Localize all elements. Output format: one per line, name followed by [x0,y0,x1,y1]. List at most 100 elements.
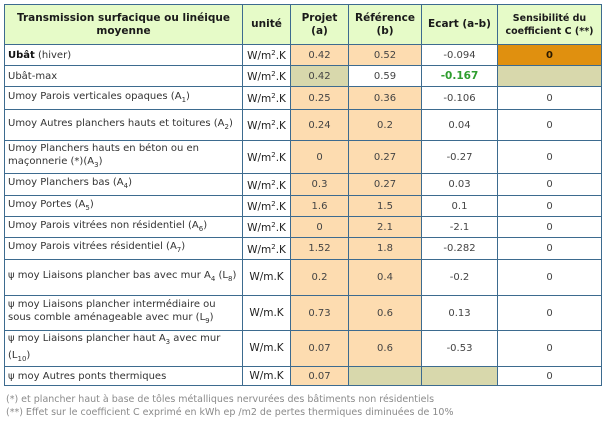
table-row: Umoy Planchers bas (A4) W/m2.K 0.3 0.27 … [4,173,602,196]
sensibilite-cell: 0 [497,44,602,66]
table-header-row: Transmission surfacique ou linéique moye… [4,4,602,45]
reference-cell: 0.59 [348,65,422,87]
projet-cell: 0.07 [290,330,349,367]
projet-cell: 0 [290,216,349,238]
reference-cell: 0.52 [348,44,422,66]
table-row: Ubât (hiver) W/m2.K 0.42 0.52 -0.094 0 [4,44,602,66]
ecart-cell: -0.106 [421,86,498,110]
header-label: Transmission surfacique ou linéique moye… [4,4,243,45]
projet-cell: 1.52 [290,237,349,260]
unit-cell: W/m.K [242,259,291,296]
table-row: Umoy Portes (A5) W/m2.K 1.6 1.5 0.1 0 [4,195,602,217]
ecart-cell: 0.03 [421,173,498,196]
sensibilite-cell: 0 [497,366,602,386]
label-text: (hiver) [34,49,72,61]
ecart-cell: 0.04 [421,109,498,141]
row-label: ψ moy Liaisons plancher intermédiaire ou… [4,295,243,331]
row-label: Umoy Parois vitrées résidentiel (A7) [4,237,243,260]
sensibilite-cell: 0 [497,195,602,217]
ecart-cell: 0.1 [421,195,498,217]
thermal-transmission-table: Transmission surfacique ou linéique moye… [4,4,602,386]
projet-cell: 0.24 [290,109,349,141]
reference-cell: 0.6 [348,295,422,331]
ecart-cell: -0.282 [421,237,498,260]
row-label: ψ moy Autres ponts thermiques [4,366,243,386]
reference-cell: 1.5 [348,195,422,217]
ecart-cell: -2.1 [421,216,498,238]
row-label: ψ moy Liaisons plancher haut A3 avec mur… [4,330,243,367]
row-label: Umoy Portes (A5) [4,195,243,217]
table-row: Umoy Planchers hauts en béton ou en maço… [4,140,602,174]
ecart-cell: 0.13 [421,295,498,331]
projet-cell: 1.6 [290,195,349,217]
table-row: ψ moy Liaisons plancher bas avec mur A4 … [4,259,602,296]
reference-cell: 2.1 [348,216,422,238]
row-label: Umoy Parois verticales opaques (A1) [4,86,243,110]
footnotes: (*) et plancher haut à base de tôles mét… [6,393,453,419]
row-label: Umoy Planchers hauts en béton ou en maço… [4,140,243,174]
table-row: ψ moy Autres ponts thermiques W/m.K 0.07… [4,366,602,386]
sensibilite-cell: 0 [497,259,602,296]
unit-cell: W/m2.K [242,65,291,87]
reference-cell: 0.27 [348,140,422,174]
projet-cell: 0.07 [290,366,349,386]
reference-cell [348,366,422,386]
row-label: Umoy Planchers bas (A4) [4,173,243,196]
table-row: ψ moy Liaisons plancher haut A3 avec mur… [4,330,602,367]
sensibilite-cell: 0 [497,109,602,141]
ecart-cell: -0.094 [421,44,498,66]
sensibilite-cell: 0 [497,173,602,196]
projet-cell: 0.25 [290,86,349,110]
ecart-cell: -0.2 [421,259,498,296]
sensibilite-cell: 0 [497,237,602,260]
sensibilite-cell [497,65,602,87]
footnote-1: (*) et plancher haut à base de tôles mét… [6,394,435,405]
unit-cell: W/m2.K [242,237,291,260]
table-row: Umoy Parois vitrées résidentiel (A7) W/m… [4,237,602,260]
sensibilite-cell: 0 [497,330,602,367]
header-unit: unité [242,4,291,45]
ecart-cell [421,366,498,386]
unit-cell: W/m2.K [242,216,291,238]
unit-cell: W/m2.K [242,109,291,141]
unit-cell: W/m2.K [242,173,291,196]
table-row: Ubât-max W/m2.K 0.42 0.59 -0.167 [4,65,602,87]
unit-cell: W/m.K [242,330,291,367]
label-bold: Ubât [8,49,35,61]
reference-cell: 1.8 [348,237,422,260]
sensibilite-cell: 0 [497,140,602,174]
ecart-cell: -0.167 [421,65,498,87]
reference-cell: 0.6 [348,330,422,367]
unit-cell: W/m2.K [242,195,291,217]
unit-cell: W/m.K [242,295,291,331]
sensibilite-cell: 0 [497,216,602,238]
unit-cell: W/m2.K [242,140,291,174]
ecart-cell: -0.27 [421,140,498,174]
reference-cell: 0.36 [348,86,422,110]
row-label: Umoy Parois vitrées non résidentiel (A6) [4,216,243,238]
ecart-cell: -0.53 [421,330,498,367]
table-row: ψ moy Liaisons plancher intermédiaire ou… [4,295,602,331]
reference-cell: 0.4 [348,259,422,296]
unit-cell: W/m2.K [242,44,291,66]
header-projet: Projet (a) [290,4,349,45]
table-row: Umoy Autres planchers hauts et toitures … [4,109,602,141]
header-reference: Référence (b) [348,4,422,45]
header-sensibilite: Sensibilité du coefficient C (**) [497,4,602,45]
reference-cell: 0.2 [348,109,422,141]
projet-cell: 0.2 [290,259,349,296]
row-label: Umoy Autres planchers hauts et toitures … [4,109,243,141]
header-ecart: Ecart (a-b) [421,4,498,45]
row-label: Ubât (hiver) [4,44,243,66]
projet-cell: 0 [290,140,349,174]
unit-cell: W/m.K [242,366,291,386]
projet-cell: 0.73 [290,295,349,331]
reference-cell: 0.27 [348,173,422,196]
row-label: Ubât-max [4,65,243,87]
footnote-2: (**) Effet sur le coefficient C exprimé … [6,407,454,418]
sensibilite-cell: 0 [497,295,602,331]
row-label: ψ moy Liaisons plancher bas avec mur A4 … [4,259,243,296]
projet-cell: 0.3 [290,173,349,196]
projet-cell: 0.42 [290,44,349,66]
projet-cell: 0.42 [290,65,349,87]
